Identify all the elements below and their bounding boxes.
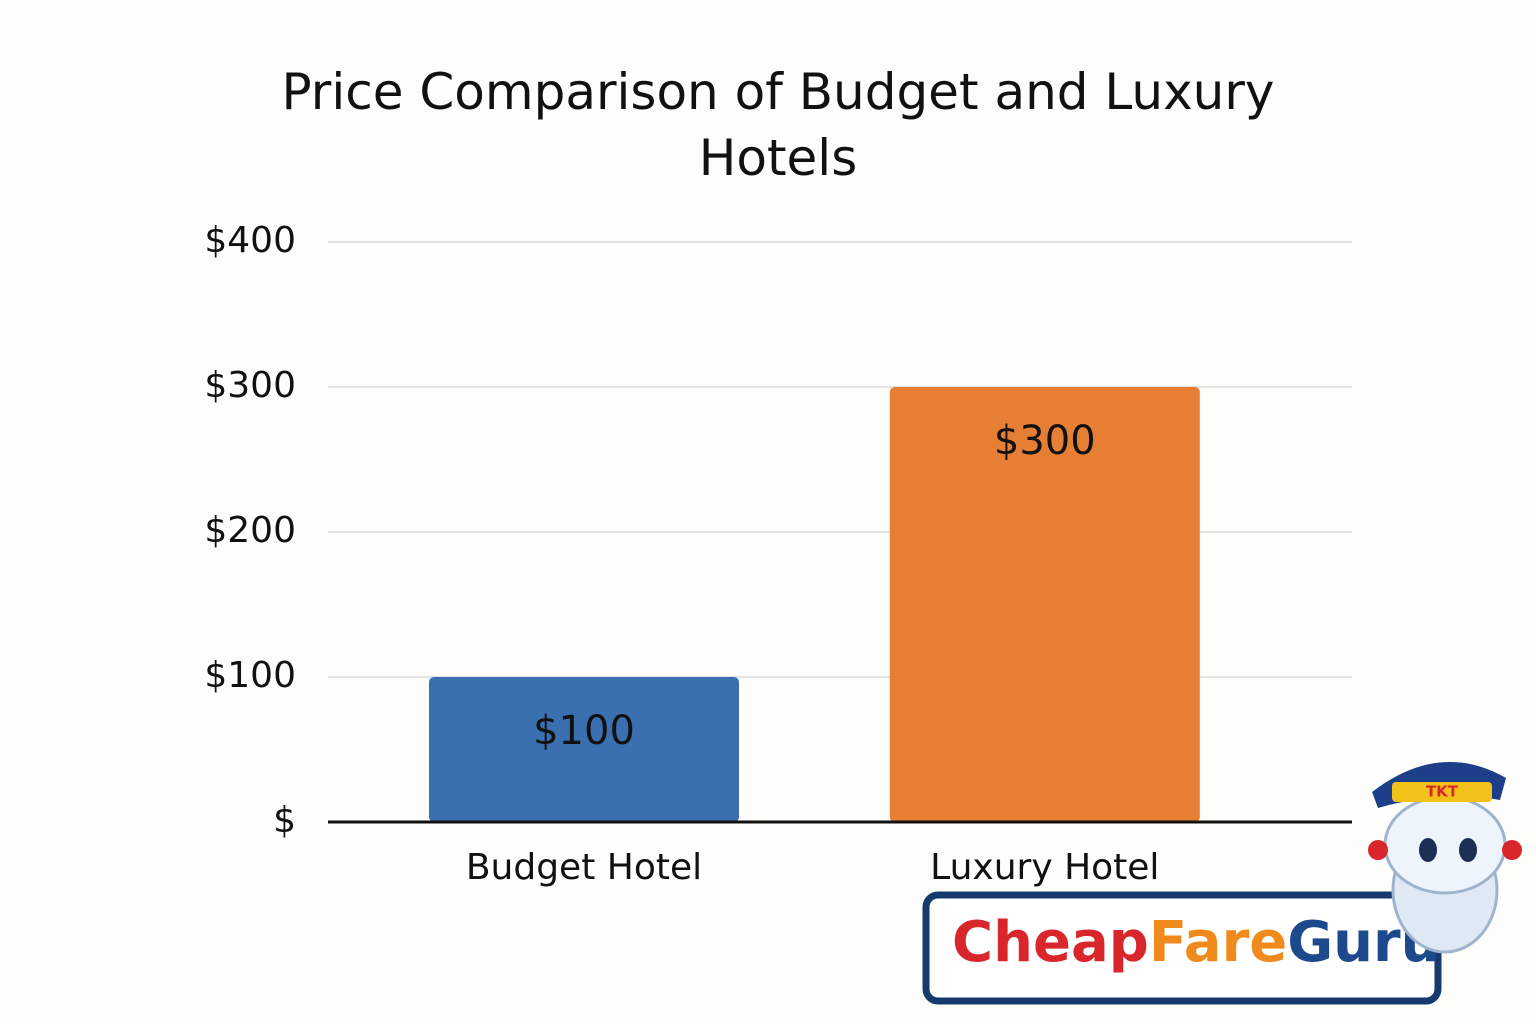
y-tick-label: $200 <box>204 510 296 551</box>
logo-text: CheapFareGuru <box>952 910 1441 975</box>
bar <box>889 387 1200 822</box>
x-tick-label: Luxury Hotel <box>930 847 1159 888</box>
data-label: $300 <box>994 418 1096 464</box>
y-tick-label: $100 <box>204 655 296 696</box>
mascot-badge: TKT <box>1426 783 1459 801</box>
mascot-head <box>1383 795 1507 895</box>
bar <box>429 677 739 822</box>
logo: CheapFareGuru TKT <box>922 761 1522 1005</box>
x-tick-label: Budget Hotel <box>466 847 702 888</box>
mascot-hat-band <box>1392 782 1492 802</box>
y-tick-label: $300 <box>204 365 296 406</box>
mascot-eye <box>1459 838 1477 862</box>
mascot-eye <box>1419 838 1437 862</box>
mascot: TKT <box>1368 761 1522 954</box>
mascot-ear <box>1368 840 1388 860</box>
logo-word: Fare <box>1149 910 1287 975</box>
data-label: $100 <box>533 708 635 754</box>
chart-title: Price Comparison of Budget and Luxury Hot… <box>282 63 1275 187</box>
logo-word: Cheap <box>952 910 1149 975</box>
mascot-ear <box>1502 840 1522 860</box>
y-tick-label: $ <box>273 800 296 841</box>
y-tick-label: $400 <box>204 220 296 261</box>
